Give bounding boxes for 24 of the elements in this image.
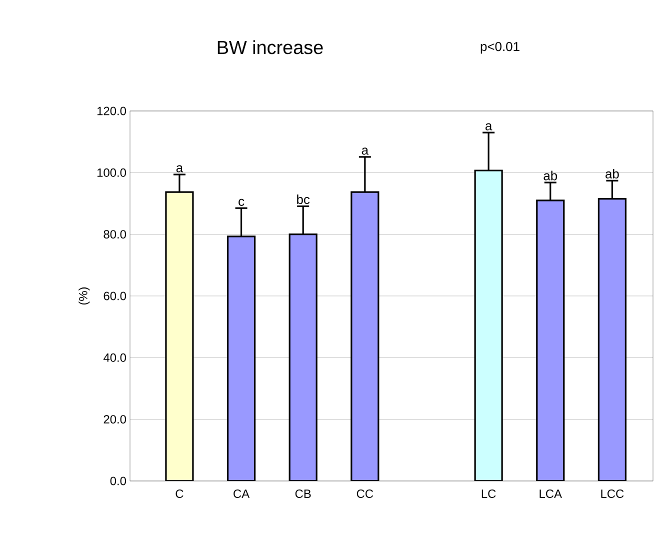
x-tick-label: C (176, 490, 184, 498)
x-tick-label: LCC (601, 490, 624, 498)
x-tick-label: LC (482, 490, 496, 498)
y-tick-label: 0.0 (110, 476, 126, 486)
x-tick-label: CC (356, 490, 374, 498)
y-tick-label: 20.0 (104, 415, 126, 424)
annotation: ab (544, 170, 558, 180)
x-tick-label: CB (295, 490, 311, 498)
y-tick-label: 120.0 (97, 106, 126, 116)
y-tick-label: 40.0 (104, 353, 126, 362)
annotation: c (238, 198, 244, 206)
annotation: bc (297, 194, 310, 204)
x-tick-label: LCA (540, 490, 562, 498)
chart-title: BW increase (218, 40, 323, 54)
y-tick-label: 100.0 (97, 168, 126, 177)
annotation: a (486, 123, 492, 130)
y-tick-label: 80.0 (104, 230, 126, 239)
annotation: ab (606, 168, 619, 178)
y-tick-label: 60.0 (104, 292, 126, 300)
y-axis-title: (%) (78, 287, 90, 305)
annotation: a (362, 148, 369, 155)
text: p<0.01 (480, 42, 520, 54)
x-tick-label: CA (234, 490, 250, 498)
annotation: a (176, 165, 184, 172)
